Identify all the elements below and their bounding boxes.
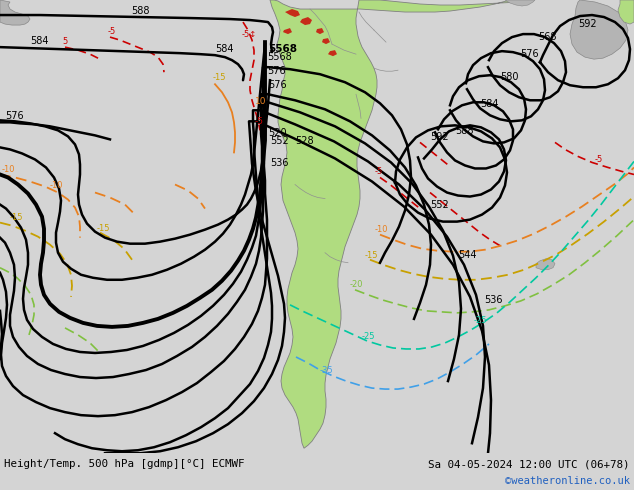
Text: -15: -15 xyxy=(10,213,23,221)
Text: -10: -10 xyxy=(50,180,63,190)
Text: 584: 584 xyxy=(215,44,233,54)
Text: -25: -25 xyxy=(362,332,375,341)
Text: 588: 588 xyxy=(131,6,149,16)
Text: 10: 10 xyxy=(255,98,266,106)
Text: 536: 536 xyxy=(484,295,503,305)
Polygon shape xyxy=(618,0,634,24)
Text: -15: -15 xyxy=(365,251,378,260)
Text: 580: 580 xyxy=(500,72,519,82)
Text: 576: 576 xyxy=(267,66,286,76)
Text: 592: 592 xyxy=(578,19,597,29)
Text: 520: 520 xyxy=(268,128,287,138)
Text: -5↕: -5↕ xyxy=(242,30,257,39)
Polygon shape xyxy=(270,0,530,448)
Text: -5: -5 xyxy=(108,27,116,36)
Text: 536: 536 xyxy=(270,158,288,169)
Polygon shape xyxy=(300,17,312,25)
Polygon shape xyxy=(0,0,30,25)
Text: 588: 588 xyxy=(455,126,474,136)
Text: -25: -25 xyxy=(474,316,488,325)
Text: 584: 584 xyxy=(480,99,498,109)
Text: 576: 576 xyxy=(520,49,539,59)
Text: Height/Temp. 500 hPa [gdmp][°C] ECMWF: Height/Temp. 500 hPa [gdmp][°C] ECMWF xyxy=(4,459,245,469)
Polygon shape xyxy=(316,28,324,34)
Text: -10: -10 xyxy=(375,224,389,234)
Polygon shape xyxy=(283,28,292,34)
Text: 552: 552 xyxy=(430,199,449,210)
Polygon shape xyxy=(322,38,330,44)
Text: 5568: 5568 xyxy=(267,52,292,62)
Text: -20: -20 xyxy=(350,280,363,289)
Text: 576: 576 xyxy=(268,80,287,90)
Text: -5: -5 xyxy=(375,168,383,176)
Polygon shape xyxy=(285,9,300,17)
Text: Sa 04-05-2024 12:00 UTC (06+78): Sa 04-05-2024 12:00 UTC (06+78) xyxy=(429,459,630,469)
Polygon shape xyxy=(570,0,628,59)
Polygon shape xyxy=(536,259,555,270)
Text: 568: 568 xyxy=(538,32,557,42)
Text: -5: -5 xyxy=(595,155,603,165)
Text: -35: -35 xyxy=(320,366,333,375)
Polygon shape xyxy=(505,0,535,6)
Text: -10: -10 xyxy=(2,166,15,174)
Text: -5: -5 xyxy=(255,117,264,126)
Text: ©weatheronline.co.uk: ©weatheronline.co.uk xyxy=(505,476,630,486)
Text: -15: -15 xyxy=(97,223,110,233)
Text: 552: 552 xyxy=(270,136,288,147)
Text: 584: 584 xyxy=(30,36,48,46)
Text: 592: 592 xyxy=(430,132,449,143)
Text: 5: 5 xyxy=(62,37,67,46)
Text: -15: -15 xyxy=(213,73,226,82)
Polygon shape xyxy=(328,50,337,56)
Text: 528: 528 xyxy=(295,136,314,147)
Text: 5568: 5568 xyxy=(268,44,297,54)
Text: 576: 576 xyxy=(5,111,23,122)
Text: 544: 544 xyxy=(458,250,477,260)
